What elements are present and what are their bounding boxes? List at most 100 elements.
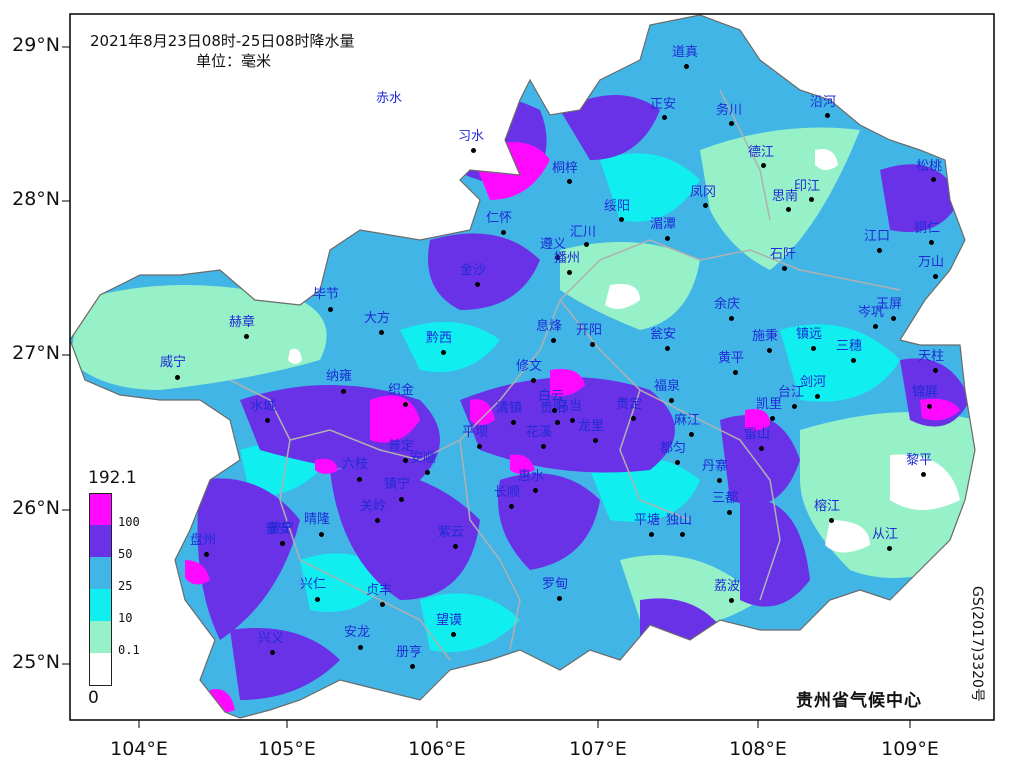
city-dot bbox=[425, 470, 430, 475]
lat-label-28: 28°N bbox=[12, 188, 60, 210]
city-label: 息烽 bbox=[536, 319, 563, 334]
lon-label-106: 106°E bbox=[408, 738, 466, 760]
legend-min-value: 0 bbox=[88, 688, 99, 708]
city-dot bbox=[270, 650, 275, 655]
lat-label-27: 27°N bbox=[12, 342, 60, 364]
city-dot bbox=[829, 518, 834, 523]
city-dot bbox=[567, 179, 572, 184]
city-dot bbox=[403, 458, 408, 463]
credit-label: 贵州省气候中心 bbox=[796, 691, 922, 711]
city-label: 玉屏 bbox=[876, 297, 903, 312]
city-dot bbox=[541, 444, 546, 449]
city-label: 晴隆 bbox=[304, 512, 331, 527]
city-label: 大方 bbox=[364, 311, 391, 326]
city-dot bbox=[570, 418, 575, 423]
city-label: 遵义 bbox=[540, 237, 567, 252]
city-dot bbox=[782, 266, 787, 271]
city-label: 福泉 bbox=[654, 379, 681, 394]
city-dot bbox=[792, 404, 797, 409]
city-label: 白云 bbox=[538, 389, 565, 404]
city-label: 思南 bbox=[772, 189, 799, 204]
city-dot bbox=[584, 242, 589, 247]
city-dot bbox=[729, 121, 734, 126]
map-approval-code: GS(2017)3320号 bbox=[969, 586, 985, 702]
city-label: 岑巩 bbox=[858, 305, 885, 320]
city-label: 三穗 bbox=[836, 339, 863, 354]
city-label: 贞丰 bbox=[366, 583, 393, 598]
city-dot bbox=[662, 115, 667, 120]
city-label: 望谟 bbox=[436, 613, 463, 628]
city-dot bbox=[380, 602, 385, 607]
city-dot bbox=[244, 334, 249, 339]
city-dot bbox=[665, 346, 670, 351]
city-label: 花溪 bbox=[526, 425, 553, 440]
city-label: 黎平 bbox=[906, 453, 933, 468]
city-dot bbox=[441, 350, 446, 355]
city-dot bbox=[825, 113, 830, 118]
legend-label: 50 bbox=[118, 547, 133, 561]
city-label: 紫云 bbox=[438, 525, 465, 540]
city-label: 石阡 bbox=[770, 247, 797, 262]
legend-swatch bbox=[89, 493, 112, 526]
city-dot bbox=[729, 598, 734, 603]
city-label: 普宁 bbox=[268, 521, 295, 536]
lat-label-25: 25°N bbox=[12, 651, 60, 673]
city-dot bbox=[873, 324, 878, 329]
lon-label-105: 105°E bbox=[258, 738, 316, 760]
city-dot bbox=[786, 207, 791, 212]
city-dot bbox=[933, 274, 938, 279]
city-label: 毕节 bbox=[313, 287, 340, 302]
city-dot bbox=[809, 197, 814, 202]
city-label: 榕江 bbox=[814, 499, 841, 514]
city-dot bbox=[357, 477, 362, 482]
city-dot bbox=[770, 416, 775, 421]
city-dot bbox=[501, 230, 506, 235]
city-label: 播州 bbox=[554, 251, 581, 266]
city-dot bbox=[555, 255, 560, 260]
city-label: 修文 bbox=[516, 359, 543, 374]
city-label: 台江 bbox=[778, 385, 805, 400]
city-dot bbox=[887, 546, 892, 551]
city-dot bbox=[675, 460, 680, 465]
city-dot bbox=[929, 240, 934, 245]
city-label: 盘州 bbox=[190, 533, 217, 548]
city-label: 织金 bbox=[388, 383, 415, 398]
city-dot bbox=[475, 282, 480, 287]
city-label: 镇宁 bbox=[384, 477, 411, 492]
city-label: 赫章 bbox=[229, 315, 256, 330]
city-label: 长顺 bbox=[494, 485, 521, 500]
city-label: 万山 bbox=[918, 255, 945, 270]
lat-label-29: 29°N bbox=[12, 34, 60, 56]
city-label: 兴仁 bbox=[300, 577, 327, 592]
city-dot bbox=[533, 488, 538, 493]
city-label: 施秉 bbox=[752, 329, 779, 344]
city-label: 天柱 bbox=[918, 349, 945, 364]
map-title: 2021年8月23日08时-25日08时降水量 bbox=[90, 32, 355, 50]
city-dot bbox=[315, 597, 320, 602]
city-dot bbox=[593, 438, 598, 443]
city-label: 普安 bbox=[265, 522, 292, 537]
city-dot bbox=[399, 497, 404, 502]
city-label: 印江 bbox=[794, 179, 821, 194]
city-dot bbox=[684, 64, 689, 69]
city-dot bbox=[761, 163, 766, 168]
city-label: 三都 bbox=[712, 491, 739, 506]
city-dot bbox=[767, 348, 772, 353]
city-dot bbox=[265, 418, 270, 423]
city-label: 开阳 bbox=[576, 323, 603, 338]
legend-swatch bbox=[89, 621, 112, 653]
city-label: 金沙 bbox=[460, 263, 487, 278]
legend-swatch bbox=[89, 525, 112, 557]
city-label: 绥阳 bbox=[604, 199, 631, 214]
city-dot bbox=[665, 236, 670, 241]
city-dot bbox=[619, 217, 624, 222]
city-label: 仁怀 bbox=[486, 211, 513, 226]
map-unit: 单位：毫米 bbox=[196, 52, 272, 70]
city-dot bbox=[891, 316, 896, 321]
city-label: 威宁 bbox=[160, 355, 187, 370]
city-label: 平坝 bbox=[462, 425, 489, 440]
city-dot bbox=[931, 177, 936, 182]
city-dot bbox=[471, 148, 476, 153]
city-dot bbox=[453, 544, 458, 549]
